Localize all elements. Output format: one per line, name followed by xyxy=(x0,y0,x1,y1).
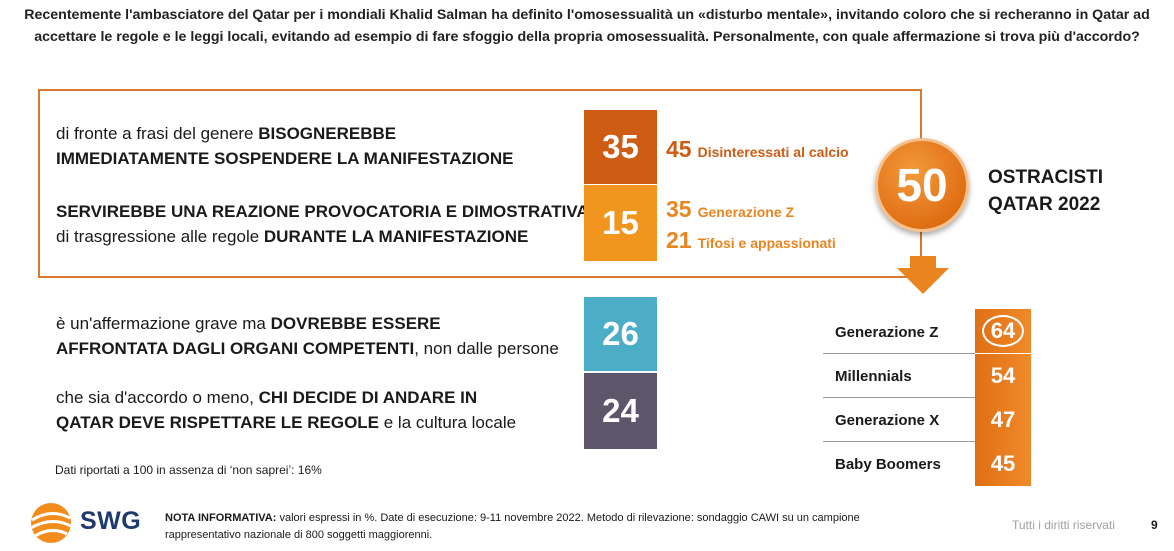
ostracisti-frame-right-lower xyxy=(920,226,922,278)
statement-3-bold2: AFFRONTATA DAGLI ORGANI COMPETENTI xyxy=(56,339,415,358)
non-saprei-note: Dati riportati a 100 in assenza di ‘non … xyxy=(55,463,322,477)
statement-1-bold2: IMMEDIATAMENTE SOSPENDERE LA MANIFESTAZI… xyxy=(56,149,514,168)
generation-value-1: 64 xyxy=(990,318,1016,343)
swg-logo-icon xyxy=(30,503,72,543)
value-box-4-label: 24 xyxy=(602,392,639,429)
subgroup-2-label: Generazione Z xyxy=(697,204,795,220)
footer-note-line2: rappresentativo nazionale di 800 soggett… xyxy=(165,529,433,541)
statement-4-bold1: CHI DECIDE DI ANDARE IN xyxy=(258,388,478,407)
statement-3-pre: è un'affermazione grave ma xyxy=(56,314,271,333)
generation-value-2: 54 xyxy=(990,363,1016,388)
generation-row-4: Baby Boomers xyxy=(823,442,975,486)
generation-row-2: Millennials xyxy=(823,354,975,398)
subgroup-3-label: Tifosi e appassionati xyxy=(697,235,836,251)
statement-4-post: e la cultura locale xyxy=(379,413,517,432)
generation-value-box-2: 54 xyxy=(975,354,1031,398)
statement-1-bold1: BISOGNEREBBE xyxy=(258,124,397,143)
ostracisti-label-line2: QATAR 2022 xyxy=(988,194,1101,215)
generation-row-1: Generazione Z xyxy=(823,310,975,354)
generation-value-box-1: 64 xyxy=(975,309,1031,353)
footer-note-line1: valori espressi in %. Date di esecuzione… xyxy=(276,512,860,524)
statement-2: SERVIREBBE UNA REAZIONE PROVOCATORIA E D… xyxy=(56,199,593,249)
rights-text: Tutti i diritti riservati xyxy=(1012,518,1115,532)
generation-label-4: Baby Boomers xyxy=(835,455,941,473)
question-text: Recentemente l'ambasciatore del Qatar pe… xyxy=(24,7,1150,45)
subgroup-2: 35 Generazione Z xyxy=(666,196,794,223)
value-box-1: 35 xyxy=(584,110,657,184)
down-arrow-icon xyxy=(897,256,949,294)
statement-3: è un'affermazione grave ma DOVREBBE ESSE… xyxy=(56,311,559,361)
ostracisti-label: OSTRACISTI QATAR 2022 xyxy=(988,164,1103,218)
generation-row-3: Generazione X xyxy=(823,398,975,442)
subgroup-3-value: 21 xyxy=(666,227,692,253)
ostracisti-frame xyxy=(38,89,922,278)
ostracisti-frame-right xyxy=(920,89,922,139)
generation-label-1: Generazione Z xyxy=(835,323,939,341)
generation-value-box-4: 45 xyxy=(975,442,1031,486)
total-value: 50 xyxy=(896,159,948,211)
subgroup-1-value: 45 xyxy=(666,136,692,162)
value-box-3: 26 xyxy=(584,297,657,371)
value-box-1-label: 35 xyxy=(602,128,639,165)
statement-2-pre: di trasgressione alle regole xyxy=(56,227,264,246)
statement-4-pre: che sia d'accordo o meno, xyxy=(56,388,259,407)
statement-4: che sia d'accordo o meno, CHI DECIDE DI … xyxy=(56,385,516,435)
generation-divider-3 xyxy=(823,441,975,442)
ostracisti-label-line1: OSTRACISTI xyxy=(988,167,1104,188)
subgroup-3: 21 Tifosi e appassionati xyxy=(666,227,836,254)
generation-highlight-ring: 64 xyxy=(982,315,1024,347)
value-box-4: 24 xyxy=(584,373,657,449)
statement-3-bold1: DOVREBBE ESSERE xyxy=(270,314,441,333)
page-number: 9 xyxy=(1151,518,1158,532)
footer-note: NOTA INFORMATIVA: valori espressi in %. … xyxy=(165,510,955,544)
generation-label-2: Millennials xyxy=(835,367,912,385)
generation-divider-1 xyxy=(823,353,975,354)
value-box-3-label: 26 xyxy=(602,315,639,352)
statement-1-pre: di fronte a frasi del genere xyxy=(56,124,259,143)
statement-1: di fronte a frasi del genere BISOGNEREBB… xyxy=(56,121,513,171)
statement-4-bold2: QATAR DEVE RISPETTARE LE REGOLE xyxy=(56,413,380,432)
generation-value-box-3: 47 xyxy=(975,398,1031,442)
subgroup-1-label: Disinteressati al calcio xyxy=(697,144,849,160)
generation-value-4: 45 xyxy=(990,451,1016,476)
subgroup-1: 45 Disinteressati al calcio xyxy=(666,136,849,163)
generation-value-3: 47 xyxy=(990,407,1016,432)
footer-note-bold: NOTA INFORMATIVA: xyxy=(165,512,277,524)
generation-label-3: Generazione X xyxy=(835,411,940,429)
total-circle: 50 xyxy=(875,138,969,232)
value-box-2-label: 15 xyxy=(602,204,639,241)
generation-divider-2 xyxy=(823,397,975,398)
statement-2-bold1: SERVIREBBE UNA REAZIONE PROVOCATORIA E D… xyxy=(56,202,594,221)
subgroup-2-value: 35 xyxy=(666,196,692,222)
statement-3-post: , non dalle persone xyxy=(414,339,559,358)
statement-2-bold2: DURANTE LA MANIFESTAZIONE xyxy=(263,227,529,246)
value-box-2: 15 xyxy=(584,185,657,261)
swg-logo-text: SWG xyxy=(80,507,142,535)
